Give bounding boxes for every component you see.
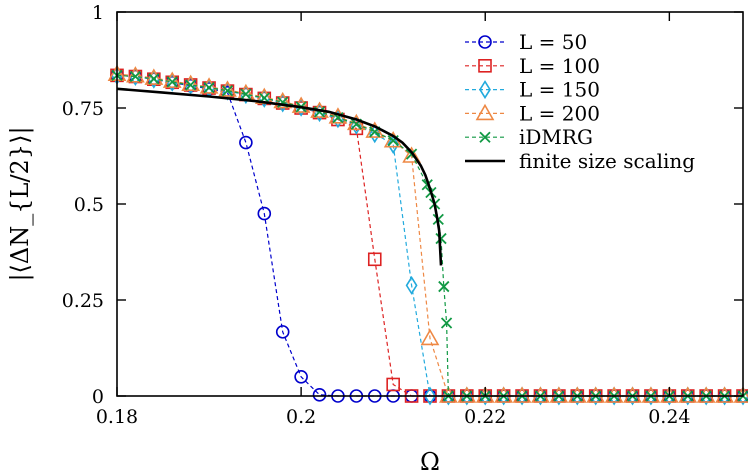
legend-label: iDMRG [519, 125, 593, 149]
x-tick-label: 0.2 [286, 406, 316, 428]
data-point [402, 146, 421, 163]
data-point [221, 85, 234, 97]
legend-label: L = 100 [519, 54, 600, 78]
y-tick-label: 0 [92, 386, 104, 408]
y-axis-title: |⟨ΔN_{L/2}⟩| [6, 126, 35, 281]
data-point [604, 386, 624, 403]
data-point [129, 70, 142, 83]
data-point [144, 68, 164, 85]
series-line [116, 74, 743, 397]
legend-label: L = 50 [519, 30, 587, 54]
legend-item: L = 50 [465, 30, 587, 54]
y-tick-label: 1 [92, 2, 104, 24]
data-point [294, 369, 308, 384]
y-tick-label: 0.5 [74, 194, 104, 216]
data-point [494, 386, 514, 403]
data-point [424, 386, 436, 406]
legend-marker [475, 103, 495, 121]
data-point [312, 388, 327, 402]
data-point [586, 386, 606, 403]
data-point [438, 280, 450, 293]
data-point [240, 88, 252, 100]
data-point [457, 386, 477, 403]
legend-marker [479, 80, 491, 100]
data-point [715, 386, 734, 403]
data-point [181, 74, 201, 91]
data-point [531, 386, 550, 403]
data-point [733, 386, 748, 403]
data-point [475, 386, 495, 403]
data-point [567, 386, 587, 403]
series [116, 87, 443, 266]
data-point [678, 386, 698, 403]
series-line [116, 74, 743, 397]
data-point [166, 76, 178, 88]
data-point [435, 232, 447, 245]
legend-label: L = 200 [519, 101, 600, 125]
data-point [199, 77, 219, 94]
legend-item: L = 200 [465, 101, 600, 125]
data-point [623, 386, 642, 403]
data-point [162, 71, 182, 88]
data-point [275, 325, 290, 339]
x-tick-label: 0.24 [648, 406, 690, 428]
series [107, 64, 748, 403]
legend-item: L = 150 [465, 78, 600, 102]
data-point [439, 386, 458, 403]
series-line [116, 87, 443, 266]
data-point [440, 317, 453, 329]
series-line [116, 74, 743, 397]
data-point [218, 80, 237, 97]
y-tick-label: 0.25 [62, 290, 104, 312]
legend-marker [478, 58, 492, 73]
data-point [291, 96, 311, 113]
legend-label: L = 150 [519, 78, 600, 102]
legend-item: finite size scaling [465, 149, 695, 173]
x-tick-label: 0.18 [96, 406, 138, 428]
x-tick-label: 0.22 [464, 406, 506, 428]
x-axis-title: Ω [420, 448, 440, 473]
data-point [696, 386, 716, 403]
ticks-layer: 0.18 0.2 0.22 0.24 0 0.25 0.5 0.75 1 [62, 2, 743, 428]
data-point [239, 135, 253, 150]
series [110, 68, 748, 403]
legend-item: iDMRG [465, 125, 593, 149]
data-point [273, 91, 293, 109]
data-point [512, 386, 532, 403]
data-point [549, 386, 569, 403]
legend-label: finite size scaling [519, 149, 695, 173]
series [110, 68, 748, 403]
legend-item: L = 100 [465, 54, 600, 78]
data-point [203, 82, 215, 94]
data-point [185, 79, 197, 91]
data-point [387, 134, 400, 154]
data-point [367, 252, 382, 267]
data-point [641, 386, 661, 403]
data-point [126, 66, 145, 83]
data-point [148, 73, 160, 85]
data-point [420, 328, 440, 346]
series [111, 69, 748, 402]
series-line [116, 74, 743, 397]
series-layer [107, 64, 748, 406]
series [111, 65, 748, 406]
data-point [405, 275, 418, 295]
data-point [386, 377, 400, 392]
legend-marker [479, 131, 491, 143]
data-point [659, 386, 679, 403]
y-tick-label: 0.75 [62, 98, 104, 120]
data-point [257, 206, 272, 221]
series-line [116, 73, 743, 397]
legend-marker [478, 35, 492, 49]
data-point [368, 124, 381, 144]
